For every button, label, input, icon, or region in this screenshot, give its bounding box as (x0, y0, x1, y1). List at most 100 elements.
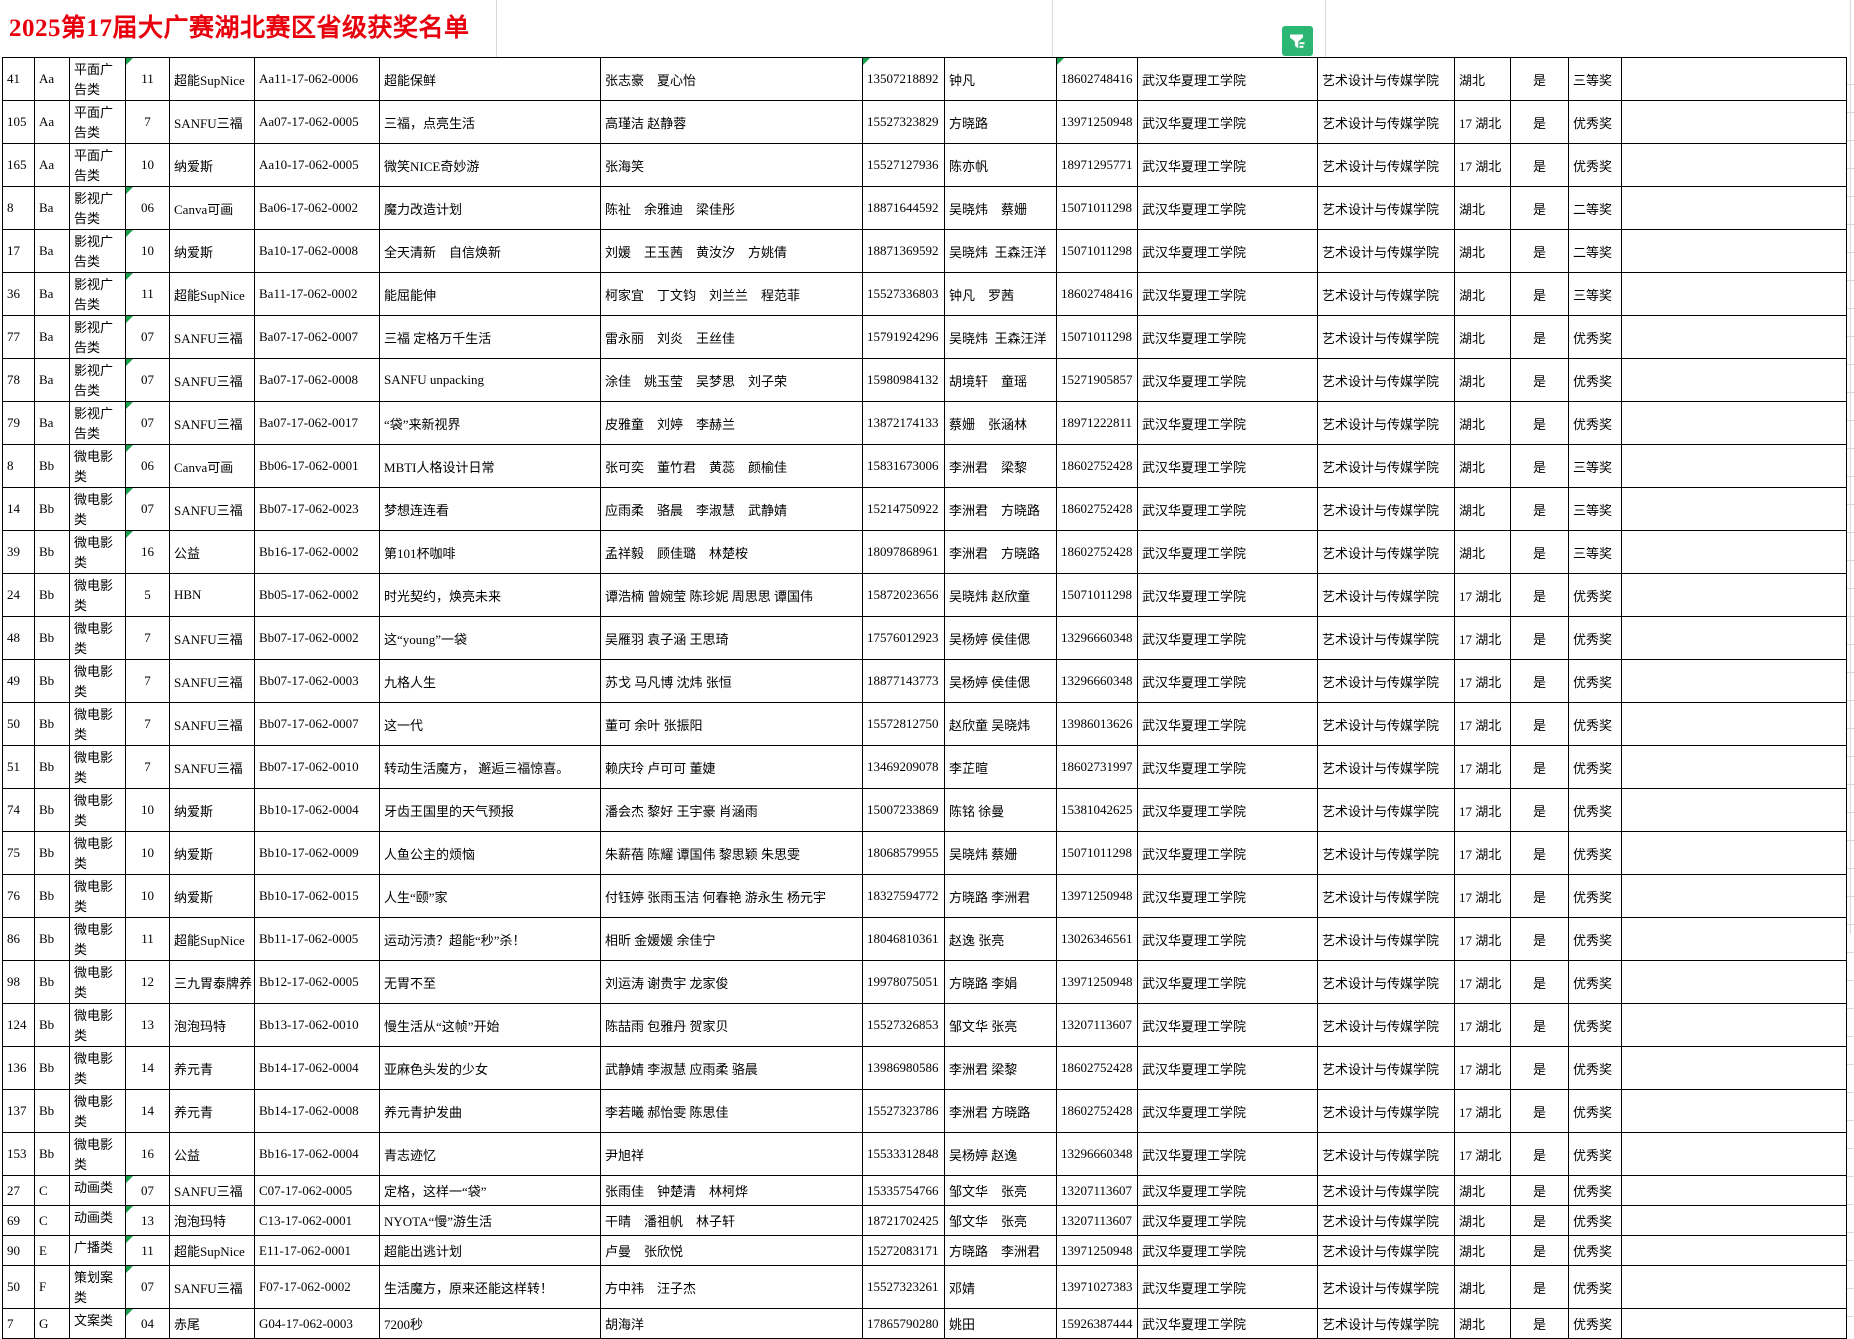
entry-code-cell[interactable]: Bb14-17-062-0004 (254, 1046, 381, 1090)
students-cell[interactable]: 柯家宜 丁文钧 刘兰兰 程范菲 (600, 272, 864, 316)
teachers-cell[interactable]: 姚田 (944, 1308, 1058, 1339)
college-cell[interactable]: 艺术设计与传媒学院 (1317, 788, 1456, 832)
brand-no-cell[interactable]: 10 (125, 143, 170, 187)
work-title-cell[interactable]: 无胃不至 (379, 960, 602, 1004)
school-cell[interactable]: 武汉华夏理工学院 (1137, 1308, 1319, 1339)
seq-cell[interactable]: 137 (2, 1089, 35, 1133)
student-phone-cell[interactable]: 15572812750 (862, 702, 946, 746)
award-cell[interactable]: 优秀奖 (1568, 1235, 1623, 1266)
seq-cell[interactable]: 165 (2, 143, 35, 187)
brand-cell[interactable]: SANFU三福 (168, 659, 256, 703)
empty-cell[interactable] (1621, 358, 1848, 402)
student-phone-cell[interactable]: 15872023656 (862, 573, 946, 617)
empty-cell[interactable] (1621, 487, 1848, 531)
entry-code-cell[interactable]: Bb10-17-062-0004 (254, 788, 381, 832)
school-cell[interactable]: 武汉华夏理工学院 (1137, 702, 1319, 746)
category-code-cell[interactable]: G (34, 1308, 70, 1339)
school-cell[interactable]: 武汉华夏理工学院 (1137, 143, 1319, 187)
brand-cell[interactable]: SANFU三福 (168, 1175, 256, 1206)
region-cell[interactable]: 17 湖北 (1454, 659, 1512, 703)
award-cell[interactable]: 三等奖 (1568, 272, 1623, 316)
brand-no-cell[interactable]: 7 (125, 702, 170, 746)
empty-cell[interactable] (1621, 616, 1848, 660)
teacher-phone-cell[interactable]: 15071011298 (1056, 229, 1139, 273)
student-phone-cell[interactable]: 15980984132 (862, 358, 946, 402)
award-cell[interactable]: 优秀奖 (1568, 100, 1623, 144)
school-cell[interactable]: 武汉华夏理工学院 (1137, 100, 1319, 144)
college-cell[interactable]: 艺术设计与传媒学院 (1317, 401, 1456, 445)
category-code-cell[interactable]: F (34, 1265, 70, 1309)
confirm-cell[interactable]: 是 (1510, 788, 1570, 832)
category-code-cell[interactable]: Bb (34, 702, 70, 746)
work-title-cell[interactable]: 三福，点亮生活 (379, 100, 602, 144)
student-phone-cell[interactable]: 19978075051 (862, 960, 946, 1004)
seq-cell[interactable]: 8 (2, 444, 35, 488)
award-cell[interactable]: 三等奖 (1568, 444, 1623, 488)
brand-no-cell[interactable]: 11 (125, 917, 170, 961)
school-cell[interactable]: 武汉华夏理工学院 (1137, 960, 1319, 1004)
empty-cell[interactable] (1621, 315, 1848, 359)
category-code-cell[interactable]: Bb (34, 960, 70, 1004)
confirm-cell[interactable]: 是 (1510, 444, 1570, 488)
seq-cell[interactable]: 50 (2, 1265, 35, 1309)
category-name-cell[interactable]: 平面广告类 (69, 57, 126, 101)
confirm-cell[interactable]: 是 (1510, 1175, 1570, 1206)
teacher-phone-cell[interactable]: 18602752428 (1056, 1089, 1139, 1133)
students-cell[interactable]: 皮雅童 刘婷 李赫兰 (600, 401, 864, 445)
students-cell[interactable]: 陈祉 余雅迪 梁佳彤 (600, 186, 864, 230)
college-cell[interactable]: 艺术设计与传媒学院 (1317, 272, 1456, 316)
work-title-cell[interactable]: 定格，这样一“袋” (379, 1175, 602, 1206)
brand-no-cell[interactable]: 10 (125, 831, 170, 875)
entry-code-cell[interactable]: Bb16-17-062-0004 (254, 1132, 381, 1176)
student-phone-cell[interactable]: 18871369592 (862, 229, 946, 273)
student-phone-cell[interactable]: 18097868961 (862, 530, 946, 574)
teacher-phone-cell[interactable]: 13971250948 (1056, 1235, 1139, 1266)
teachers-cell[interactable]: 李洲君 梁黎 (944, 1046, 1058, 1090)
empty-cell[interactable] (1621, 186, 1848, 230)
category-name-cell[interactable]: 微电影类 (69, 831, 126, 875)
teachers-cell[interactable]: 陈亦帆 (944, 143, 1058, 187)
category-code-cell[interactable]: Bb (34, 573, 70, 617)
student-phone-cell[interactable]: 15527323786 (862, 1089, 946, 1133)
category-name-cell[interactable]: 微电影类 (69, 917, 126, 961)
brand-no-cell[interactable]: 7 (125, 659, 170, 703)
college-cell[interactable]: 艺术设计与传媒学院 (1317, 917, 1456, 961)
category-code-cell[interactable]: Bb (34, 874, 70, 918)
brand-no-cell[interactable]: 06 (125, 444, 170, 488)
category-name-cell[interactable]: 微电影类 (69, 659, 126, 703)
students-cell[interactable]: 苏戈 马凡博 沈炜 张恒 (600, 659, 864, 703)
region-cell[interactable]: 湖北 (1454, 401, 1512, 445)
work-title-cell[interactable]: 人鱼公主的烦恼 (379, 831, 602, 875)
teacher-phone-cell[interactable]: 15926387444 (1056, 1308, 1139, 1339)
brand-no-cell[interactable]: 13 (125, 1205, 170, 1236)
category-name-cell[interactable]: 影视广告类 (69, 401, 126, 445)
seq-cell[interactable]: 75 (2, 831, 35, 875)
teacher-phone-cell[interactable]: 18602731997 (1056, 745, 1139, 789)
teachers-cell[interactable]: 胡境轩 童瑶 (944, 358, 1058, 402)
students-cell[interactable]: 付钰婷 张雨玉洁 何春艳 游永生 杨元宇 (600, 874, 864, 918)
category-name-cell[interactable]: 影视广告类 (69, 229, 126, 273)
entry-code-cell[interactable]: Bb07-17-062-0002 (254, 616, 381, 660)
students-cell[interactable]: 李若曦 郝怡雯 陈思佳 (600, 1089, 864, 1133)
award-cell[interactable]: 三等奖 (1568, 57, 1623, 101)
work-title-cell[interactable]: “袋”来新视界 (379, 401, 602, 445)
entry-code-cell[interactable]: Ba11-17-062-0002 (254, 272, 381, 316)
confirm-cell[interactable]: 是 (1510, 702, 1570, 746)
category-name-cell[interactable]: 影视广告类 (69, 315, 126, 359)
school-cell[interactable]: 武汉华夏理工学院 (1137, 1235, 1319, 1266)
student-phone-cell[interactable]: 18877143773 (862, 659, 946, 703)
brand-cell[interactable]: 纳爱斯 (168, 143, 256, 187)
brand-no-cell[interactable]: 11 (125, 57, 170, 101)
entry-code-cell[interactable]: Bb07-17-062-0007 (254, 702, 381, 746)
teachers-cell[interactable]: 吴晓炜 蔡姗 (944, 831, 1058, 875)
category-name-cell[interactable]: 微电影类 (69, 1132, 126, 1176)
category-code-cell[interactable]: Bb (34, 444, 70, 488)
work-title-cell[interactable]: 这一代 (379, 702, 602, 746)
award-cell[interactable]: 优秀奖 (1568, 659, 1623, 703)
entry-code-cell[interactable]: F07-17-062-0002 (254, 1265, 381, 1309)
brand-cell[interactable]: HBN (168, 573, 256, 617)
empty-cell[interactable] (1621, 659, 1848, 703)
seq-cell[interactable]: 79 (2, 401, 35, 445)
confirm-cell[interactable]: 是 (1510, 530, 1570, 574)
teacher-phone-cell[interactable]: 18602748416 (1056, 57, 1139, 101)
